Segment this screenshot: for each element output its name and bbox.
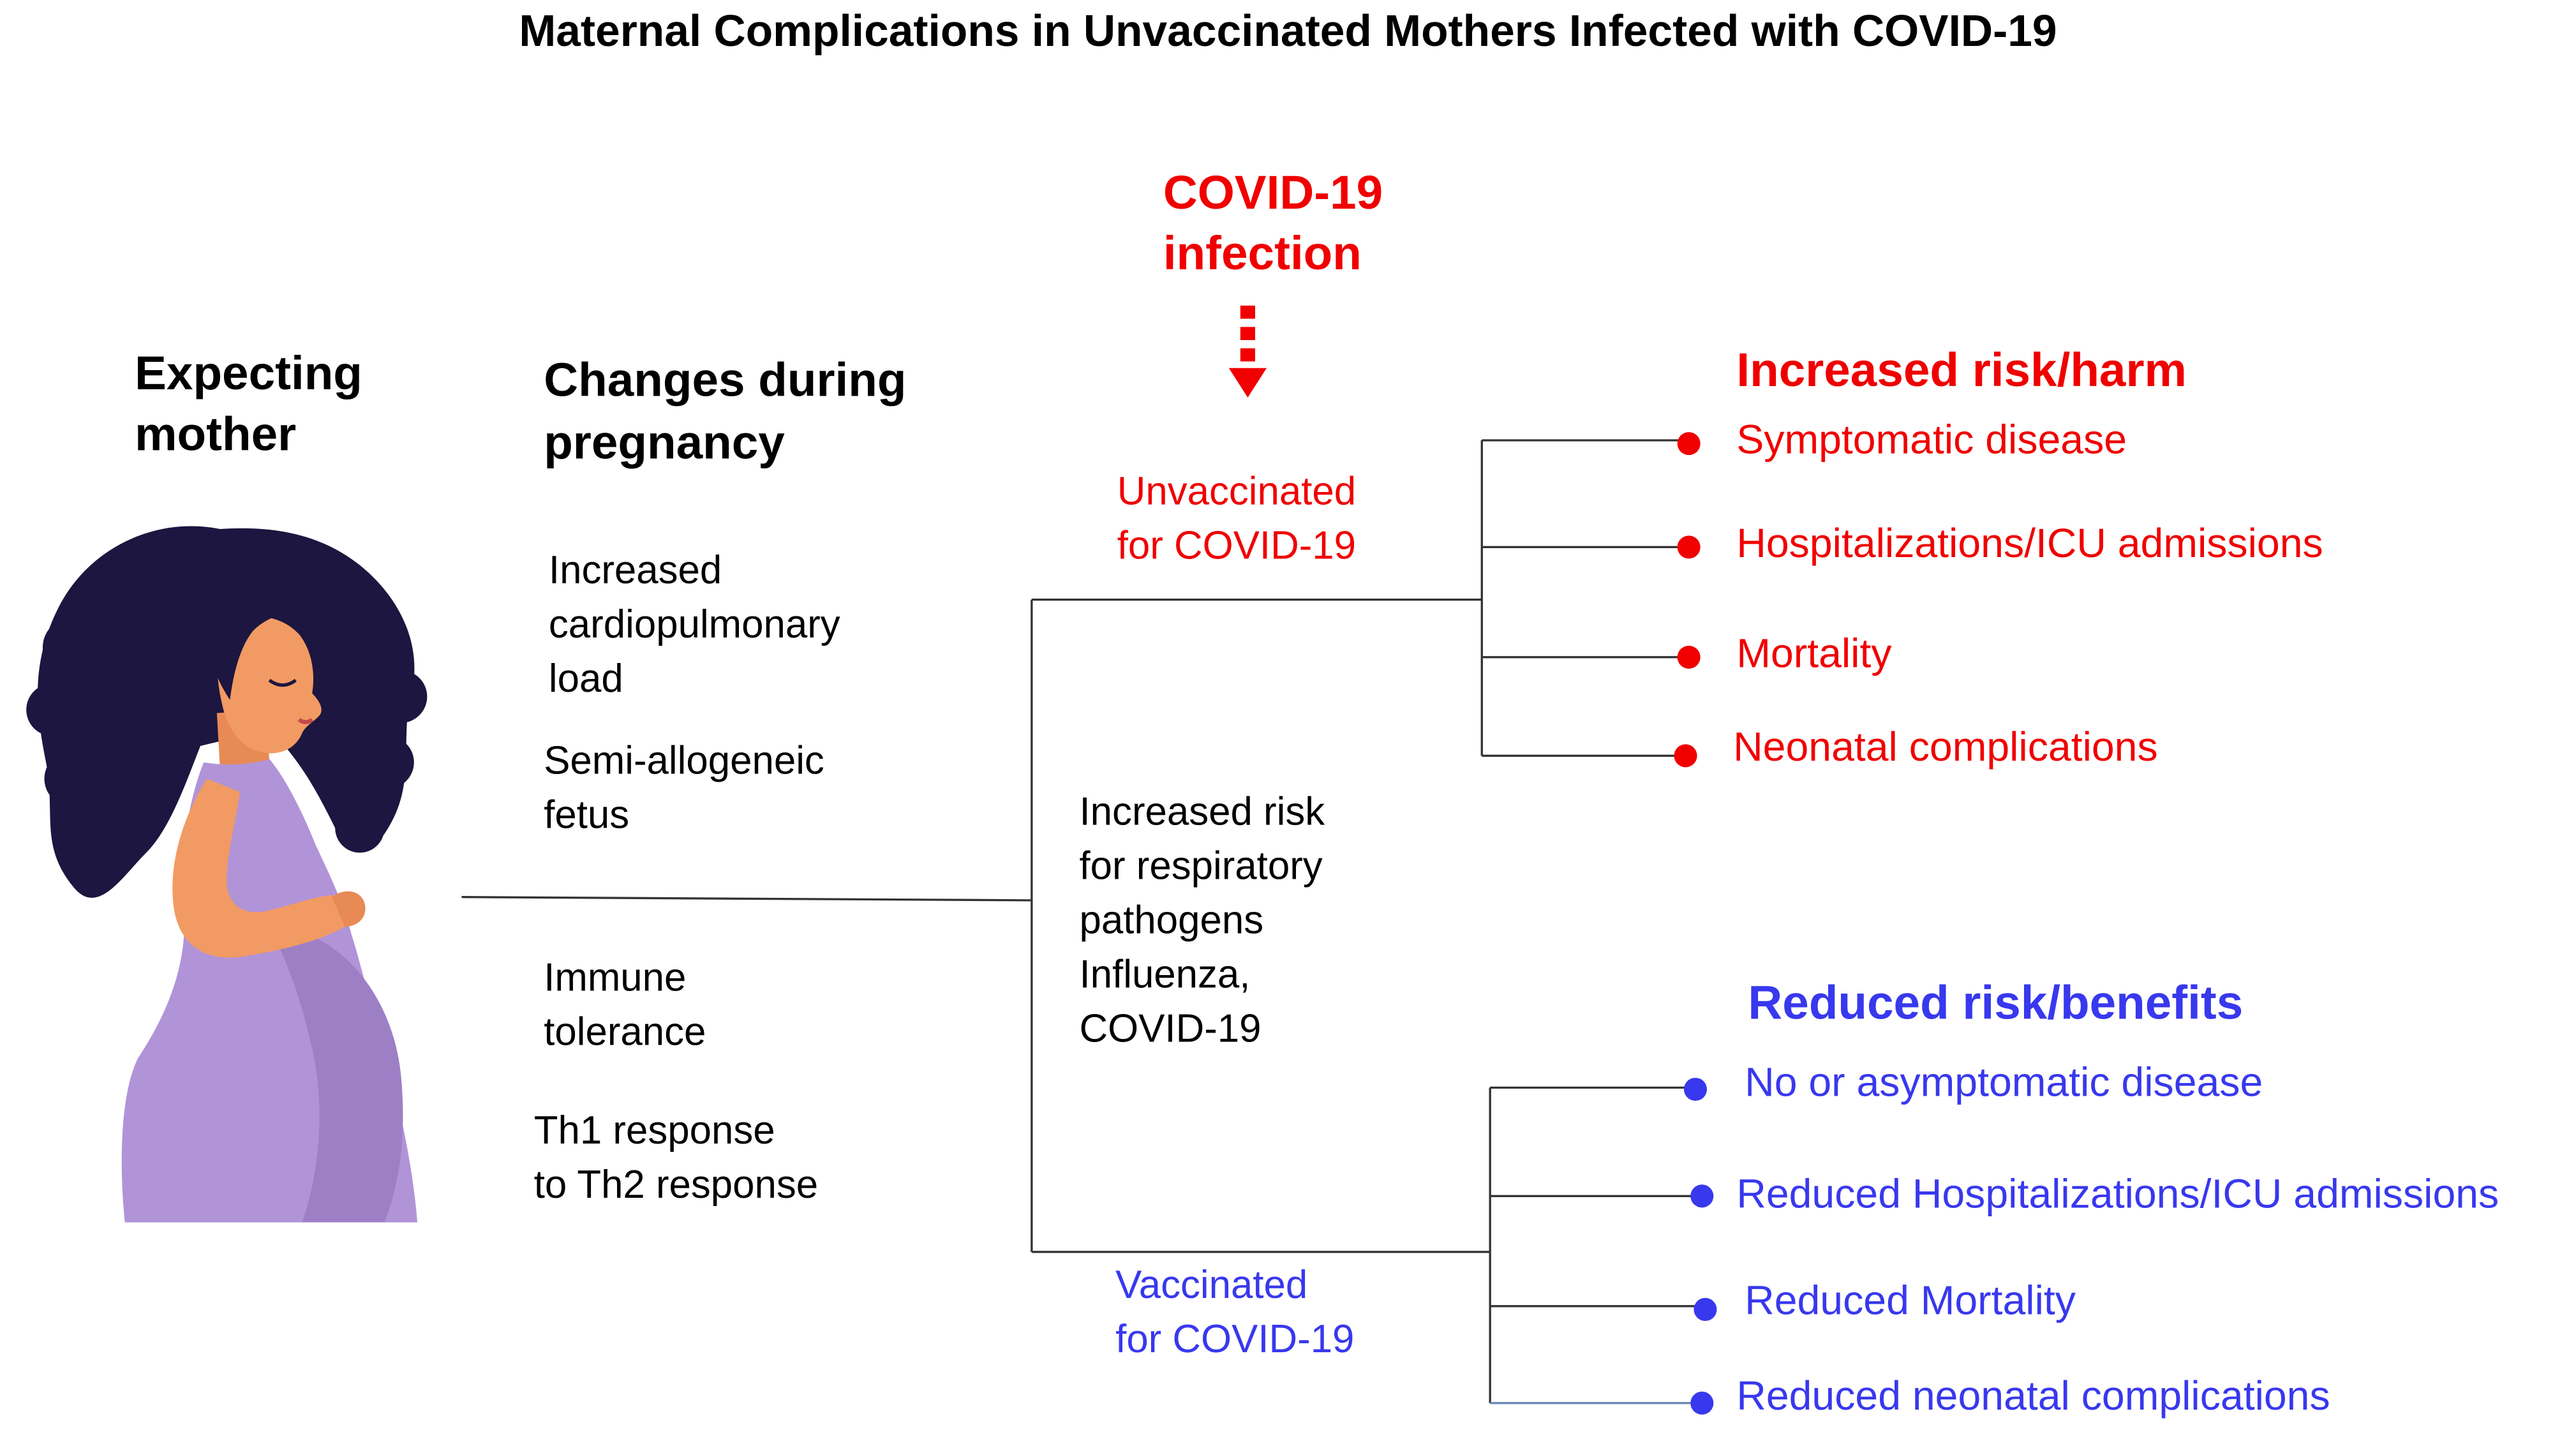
change-item-line: to Th2 response xyxy=(533,1163,819,1208)
benefit-bullet xyxy=(1694,1297,1717,1321)
benefit-bullet xyxy=(1690,1391,1714,1415)
harm-bullet xyxy=(1677,432,1701,456)
center-text-line: pathogens xyxy=(1079,898,1264,943)
mother-label-line: mother xyxy=(135,409,297,462)
pregnant-woman-illustration xyxy=(26,526,428,1223)
center-text-line: Influenza, xyxy=(1079,953,1251,997)
change-item-line: load xyxy=(548,657,623,702)
unvaccinated-label-line: for COVID-19 xyxy=(1117,524,1357,569)
harm-bullet xyxy=(1674,744,1697,768)
harm-item: Mortality xyxy=(1736,630,1892,677)
harm-item: Hospitalizations/ICU admissions xyxy=(1736,521,2323,567)
vaccinated-label-line: Vaccinated xyxy=(1115,1263,1308,1308)
benefit-bullet xyxy=(1683,1077,1708,1101)
change-item-line: Increased xyxy=(548,548,722,593)
center-text-line: COVID-19 xyxy=(1079,1007,1262,1052)
changes-heading-line: pregnancy xyxy=(544,417,785,470)
benefit-item: Reduced neonatal complications xyxy=(1736,1373,2330,1420)
vaccinated-label-line: for COVID-19 xyxy=(1115,1317,1355,1362)
benefit-item: Reduced Mortality xyxy=(1745,1278,2076,1325)
infection-label-line: COVID-19 xyxy=(1163,167,1383,220)
benefit-heading: Reduced risk/benefits xyxy=(1748,977,2244,1031)
benefit-item: No or asymptomatic disease xyxy=(1745,1059,2263,1106)
change-item-line: cardiopulmonary xyxy=(548,602,840,648)
change-item-line: tolerance xyxy=(544,1010,706,1055)
change-item-line: Th1 response xyxy=(533,1108,775,1154)
change-item-line: Semi-allogeneic xyxy=(544,739,824,784)
infection-label-line: infection xyxy=(1163,228,1362,281)
mother-label-line: Expecting xyxy=(135,348,362,401)
harm-heading: Increased risk/harm xyxy=(1736,345,2187,398)
change-item-line: fetus xyxy=(544,793,630,839)
harm-item: Neonatal complications xyxy=(1733,724,2158,771)
change-item-line: Immune xyxy=(544,956,687,1001)
changes-heading-line: Changes during xyxy=(544,355,907,408)
harm-item: Symptomatic disease xyxy=(1736,417,2127,464)
harm-bullet xyxy=(1677,535,1701,559)
harm-bullet xyxy=(1677,645,1701,669)
unvaccinated-label-line: Unvaccinated xyxy=(1117,470,1357,514)
diagram-title: Maternal Complications in Unvaccinated M… xyxy=(519,6,2057,56)
center-text-line: Increased risk xyxy=(1079,790,1325,835)
benefit-bullet xyxy=(1690,1184,1714,1208)
infection-arrow xyxy=(1228,305,1267,398)
benefit-item: Reduced Hospitalizations/ICU admissions xyxy=(1736,1171,2499,1218)
center-text-line: for respiratory xyxy=(1079,844,1323,889)
